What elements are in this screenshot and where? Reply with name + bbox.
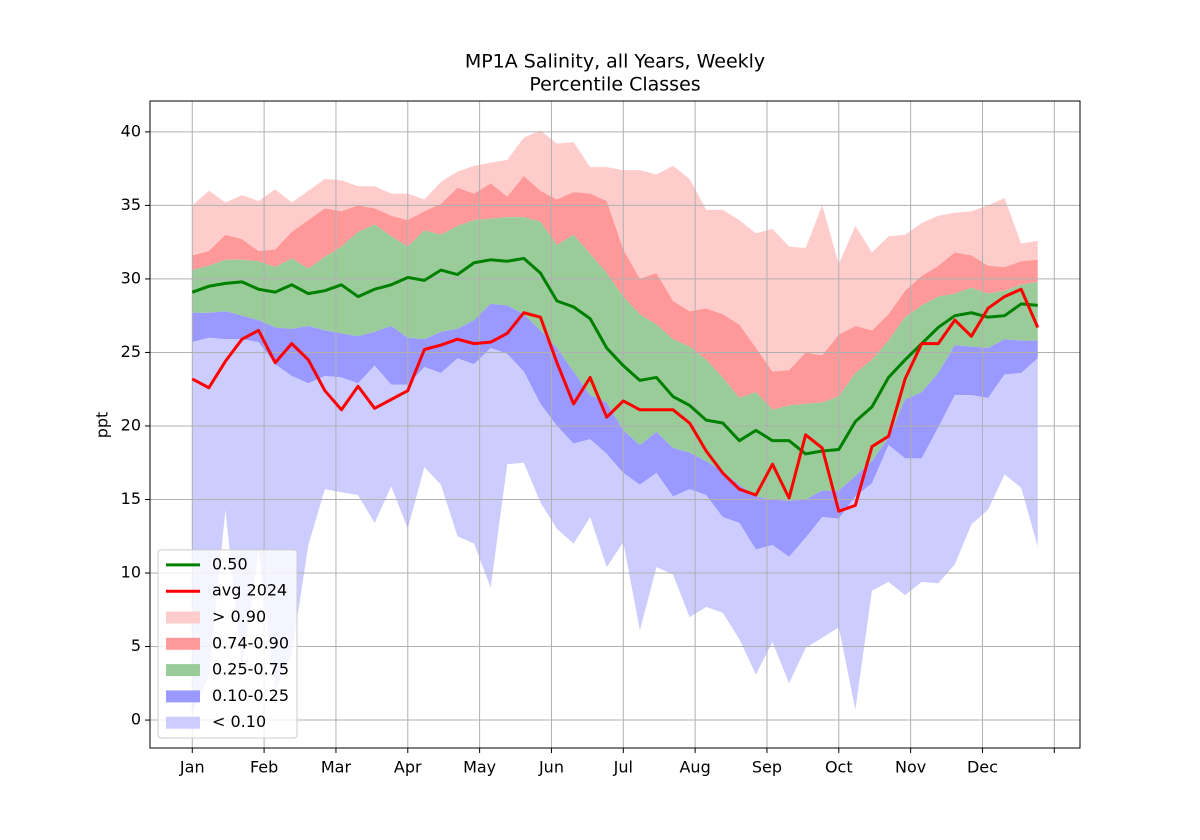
legend-swatch	[166, 664, 200, 677]
x-tick-label: Mar	[321, 758, 352, 777]
legend-label: 0.10-0.25	[212, 686, 289, 705]
legend-label: 0.50	[212, 554, 248, 573]
x-tick-label: Dec	[967, 758, 998, 777]
x-tick-label: Jul	[613, 758, 633, 777]
series-line	[191, 287, 1040, 513]
y-tick-label: 0	[131, 710, 141, 729]
legend-label: 0.25-0.75	[212, 660, 289, 679]
percentile-band	[192, 175, 1038, 410]
y-tick-label: 10	[121, 563, 141, 582]
percentile-band	[192, 303, 1038, 557]
x-tick-label: Oct	[825, 758, 853, 777]
legend-swatch	[166, 611, 200, 624]
legend-swatch	[166, 716, 200, 729]
chart-title: MP1A Salinity, all Years, Weekly	[465, 51, 765, 73]
percentile-band	[192, 130, 1038, 372]
legend-swatch	[166, 637, 200, 650]
legend-swatch	[166, 690, 200, 703]
y-tick-label: 5	[131, 636, 141, 655]
legend-label: 0.74-0.90	[212, 633, 289, 652]
legend-label: > 0.90	[212, 607, 266, 626]
y-tick-label: 30	[121, 268, 141, 287]
chart-subtitle: Percentile Classes	[529, 74, 700, 96]
y-tick-label: 35	[121, 195, 141, 214]
x-tick-label: Jan	[179, 758, 205, 777]
y-tick-label: 25	[121, 342, 141, 361]
percentile-band	[192, 337, 1038, 713]
x-tick-label: May	[463, 758, 496, 777]
x-tick-label: Apr	[394, 758, 422, 777]
x-tick-label: Aug	[679, 758, 710, 777]
legend-label: avg 2024	[212, 581, 287, 600]
percentile-band	[192, 217, 1038, 501]
y-tick-label: 20	[121, 415, 141, 434]
x-tick-label: Jun	[538, 758, 564, 777]
series-line	[191, 256, 1038, 456]
x-tick-label: Feb	[250, 758, 278, 777]
x-tick-label: Nov	[895, 758, 926, 777]
y-tick-label: 15	[121, 489, 141, 508]
y-axis-label: ppt	[93, 412, 112, 439]
plot-frame	[149, 100, 1081, 749]
legend-label: < 0.10	[212, 712, 266, 731]
x-tick-label: Sep	[752, 758, 782, 777]
y-tick-label: 40	[121, 121, 141, 140]
